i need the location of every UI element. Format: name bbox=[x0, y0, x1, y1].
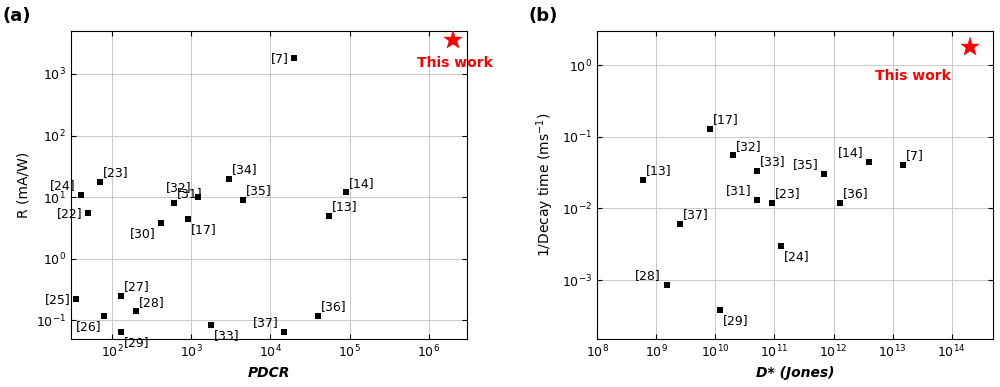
Text: [35]: [35] bbox=[793, 158, 819, 171]
Text: [36]: [36] bbox=[843, 187, 869, 200]
Text: [13]: [13] bbox=[646, 164, 672, 177]
X-axis label: PDCR: PDCR bbox=[247, 366, 290, 380]
Text: [32]: [32] bbox=[736, 140, 762, 152]
Text: [27]: [27] bbox=[124, 280, 150, 293]
Text: [37]: [37] bbox=[683, 209, 708, 221]
Y-axis label: R (mA/W): R (mA/W) bbox=[16, 152, 30, 218]
Text: [32]: [32] bbox=[166, 182, 192, 194]
Text: [37]: [37] bbox=[253, 316, 279, 329]
Text: [23]: [23] bbox=[103, 166, 128, 179]
Text: [17]: [17] bbox=[190, 223, 216, 236]
Text: [30]: [30] bbox=[130, 227, 156, 240]
X-axis label: D* (Jones): D* (Jones) bbox=[756, 366, 834, 380]
Text: [24]: [24] bbox=[49, 179, 75, 192]
Text: (b): (b) bbox=[528, 7, 558, 25]
Text: [23]: [23] bbox=[775, 187, 800, 200]
Text: (a): (a) bbox=[3, 7, 31, 25]
Text: [36]: [36] bbox=[321, 300, 347, 313]
Text: [31]: [31] bbox=[176, 187, 202, 200]
Text: [29]: [29] bbox=[124, 336, 150, 349]
Text: [24]: [24] bbox=[784, 250, 810, 263]
Text: [14]: [14] bbox=[349, 176, 374, 190]
Text: [33]: [33] bbox=[214, 329, 240, 342]
Text: [7]: [7] bbox=[271, 52, 289, 65]
Text: This work: This work bbox=[875, 69, 951, 83]
Y-axis label: 1/Decay time (ms$^{-1}$): 1/Decay time (ms$^{-1}$) bbox=[535, 113, 556, 257]
Text: [22]: [22] bbox=[57, 207, 83, 220]
Text: [7]: [7] bbox=[906, 149, 924, 163]
Text: [34]: [34] bbox=[232, 163, 257, 176]
Text: This work: This work bbox=[417, 56, 492, 70]
Text: [28]: [28] bbox=[139, 296, 164, 309]
Text: [35]: [35] bbox=[246, 184, 272, 197]
Text: [13]: [13] bbox=[332, 200, 357, 213]
Text: [14]: [14] bbox=[838, 146, 864, 159]
Text: [25]: [25] bbox=[45, 293, 70, 306]
Text: [28]: [28] bbox=[635, 269, 661, 282]
Text: [33]: [33] bbox=[759, 156, 785, 168]
Text: [26]: [26] bbox=[76, 320, 102, 333]
Text: [31]: [31] bbox=[725, 185, 751, 197]
Text: [29]: [29] bbox=[723, 314, 748, 327]
Text: [17]: [17] bbox=[712, 113, 738, 126]
